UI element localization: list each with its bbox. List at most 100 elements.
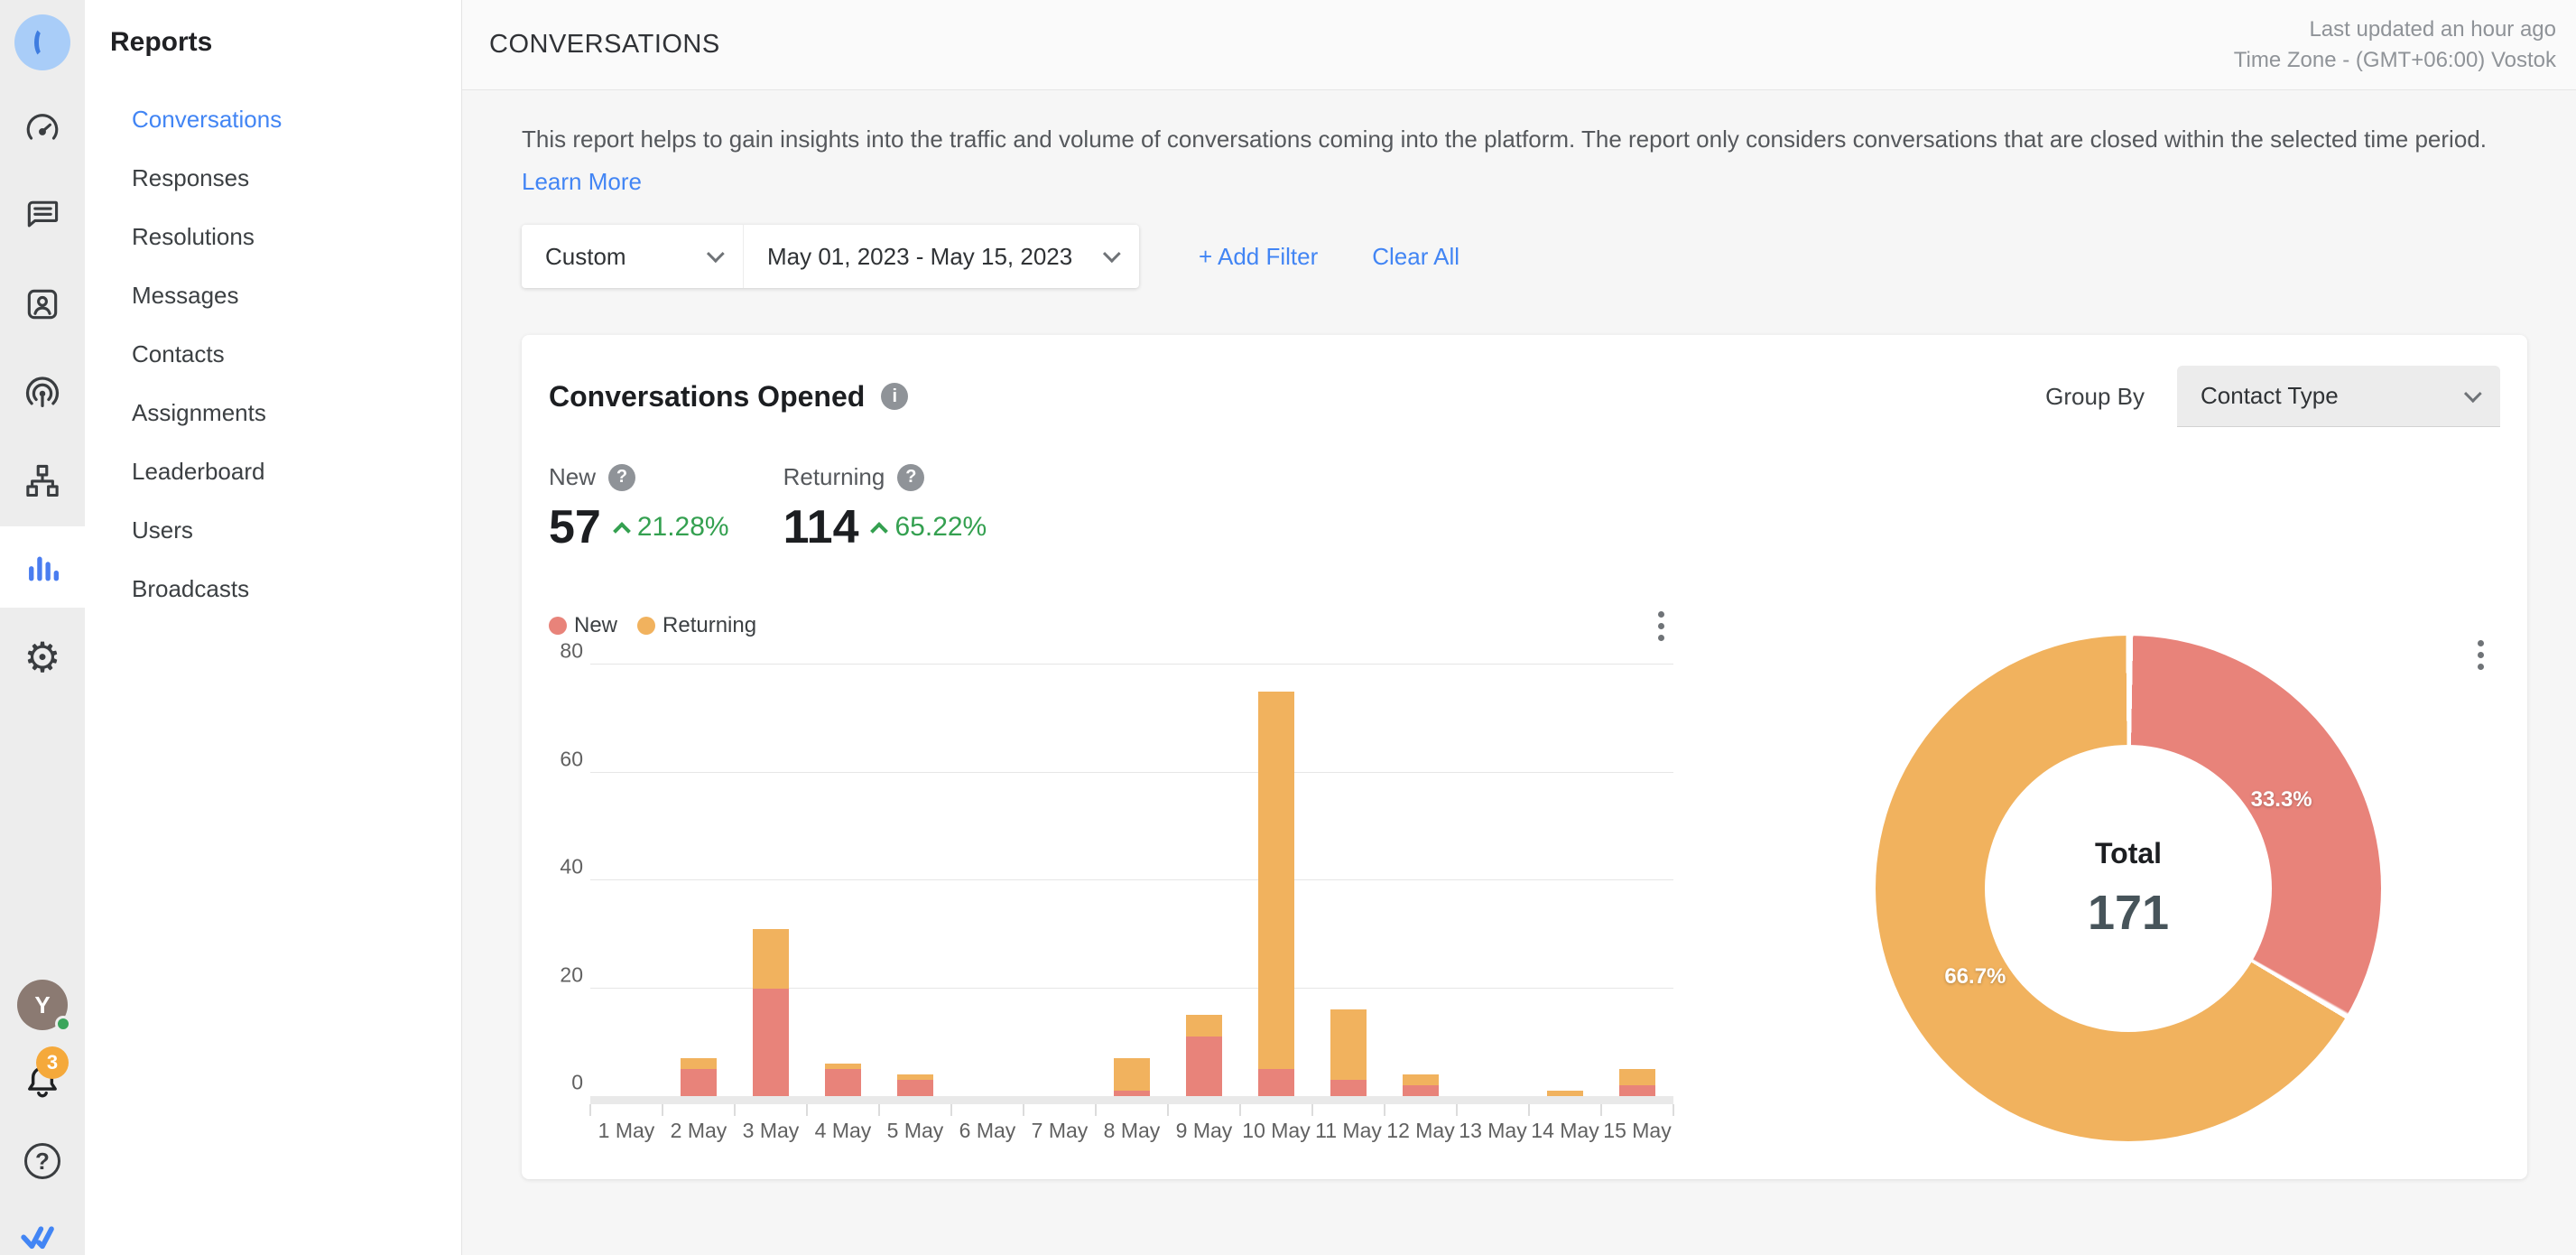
sidebar-item-assignments[interactable]: Assignments [132,399,266,426]
legend-label: Returning [663,613,757,637]
bar-segment-returning [1186,1015,1222,1037]
sidebar-item-reports[interactable] [0,543,85,593]
sidebar-item-settings[interactable]: ⚙ [0,632,85,683]
bar-chart-menu-button[interactable] [1649,605,1673,647]
bar-chart-plot: 0 20 40 60 80 1 May 2 May 3 May 4 May 5 May 6 May… [549,639,1674,1143]
x-axis-labels: 1 May 2 May 3 May 4 May 5 May 6 May 7 May 8 May… [590,1119,1673,1143]
axis-tick [734,1104,736,1116]
sidebar-item-broadcasts-channel[interactable] [0,367,85,418]
question-icon[interactable]: ? [608,463,636,491]
bar-segment-new [753,988,789,1096]
x-axis-label: 5 May [886,1119,944,1142]
sidebar-item-users[interactable]: Users [132,516,193,544]
bar-slot-1-may [590,665,663,1096]
sidebar-item-workflows[interactable] [0,455,85,506]
legend-dot [637,617,656,635]
bar-segment-new [681,1069,717,1096]
bar-slot-9-may [1168,665,1240,1096]
stat-returning: Returning? 114 65.22% [783,463,987,554]
chevron-down-icon [2463,384,2482,403]
chart-legend: New Returning [549,613,776,638]
add-filter-button[interactable]: + Add Filter [1199,242,1319,270]
learn-more-link[interactable]: Learn More [522,168,642,195]
legend-label: New [574,613,618,637]
workspace-logo[interactable] [0,14,85,70]
bar-segment-new [825,1069,861,1096]
conversations-opened-card: Conversations Opened i Group By Contact … [522,335,2527,1179]
bar-segment-returning [1547,1091,1583,1096]
help-icon: ? [24,1143,60,1179]
y-axis-label: 60 [560,747,583,770]
range-type-select[interactable]: Custom [522,225,744,288]
stat-value: 114 [783,501,859,553]
settings-gear-icon: ⚙ [23,633,61,682]
legend-item-new[interactable]: New [549,613,617,638]
brand-logo [0,1213,85,1255]
group-by-select[interactable]: Contact Type [2177,366,2500,427]
bar-segment-new [1403,1085,1439,1096]
sidebar-item-dashboard[interactable] [0,104,85,154]
bar-slot-13-may [1457,665,1529,1096]
gridline-80 [590,664,1673,665]
legend-dot [549,617,567,635]
filter-bar: Custom May 01, 2023 - May 15, 2023 + Add… [522,225,2527,288]
sidebar-item-responses[interactable]: Responses [132,164,250,191]
bar-chart-legend-row: New Returning [549,610,1673,641]
user-avatar[interactable]: Y [0,980,85,1032]
clear-all-button[interactable]: Clear All [1372,242,1460,270]
y-axis-label: 80 [560,638,583,663]
date-range-select[interactable]: May 01, 2023 - May 15, 2023 [744,225,1139,288]
page-body: This report helps to gain insights into … [462,90,2576,1255]
axis-tick [589,1104,591,1116]
x-axis-label: 3 May [742,1119,800,1142]
plus-icon: + [1199,242,1213,270]
x-axis-label: 4 May [814,1119,872,1142]
notifications-button[interactable]: 3 [0,1046,85,1107]
y-axis-label: 0 [571,1070,583,1094]
stat-label: Returning [783,463,885,490]
slice-label-new: 33.3% [2250,786,2312,812]
sidebar-item-contacts[interactable] [0,279,85,330]
legend-item-returning[interactable]: Returning [637,613,756,638]
x-axis-label: 9 May [1175,1119,1233,1142]
contacts-icon [27,289,58,320]
trend-up-icon [870,522,889,540]
bar-segment-new [1186,1037,1222,1096]
sidebar-item-broadcasts[interactable]: Broadcasts [132,575,250,602]
donut-total-value: 171 [2087,885,2170,940]
bar-segment-new [1114,1091,1150,1096]
info-icon[interactable]: i [881,383,909,410]
trend-up-icon [612,522,631,540]
axis-tick [806,1104,808,1116]
bar-slot-5-may [879,665,951,1096]
workspace-logo-arc-icon [34,27,51,58]
gridline-40 [590,879,1673,880]
reports-menu-list: Conversations Responses Resolutions Message… [110,90,461,618]
donut-chart-panel: Total 171 33.3% 66.7% [1673,610,2500,1143]
x-axis-label: 6 May [959,1119,1016,1142]
page-header: CONVERSATIONS Last updated an hour ago T… [462,0,2576,90]
sidebar-item-messages[interactable]: Messages [132,282,239,309]
donut-chart-menu-button[interactable] [2469,634,2493,676]
bar-segment-returning [897,1074,933,1081]
bar-slot-3-may [735,665,807,1096]
stat-delta: 21.28% [636,512,729,542]
question-icon[interactable]: ? [897,463,925,491]
workflows-icon [26,464,59,497]
sidebar-item-resolutions[interactable]: Resolutions [132,223,255,250]
sidebar-item-conversations[interactable]: Conversations [132,106,283,133]
axis-tick [662,1104,663,1116]
sidebar-item-inbox[interactable] [0,190,85,240]
gridline-20 [590,987,1673,989]
sidebar-item-contacts[interactable]: Contacts [132,340,225,367]
slice-label-returning: 66.7% [1944,964,2006,990]
bar-chart-canvas: 0 20 40 60 80 [560,639,1673,1096]
bar-slot-6-may [951,665,1024,1096]
bar-segment-returning [1114,1058,1150,1092]
bar-chart-panel: New Returning 0 20 40 60 80 1 May 2 May 3 May 4 … [549,610,1674,1143]
sidebar-item-leaderboard[interactable]: Leaderboard [132,458,265,485]
axis-tick [1167,1104,1169,1116]
axis-tick [1600,1104,1602,1116]
help-button[interactable]: ? [0,1136,85,1186]
